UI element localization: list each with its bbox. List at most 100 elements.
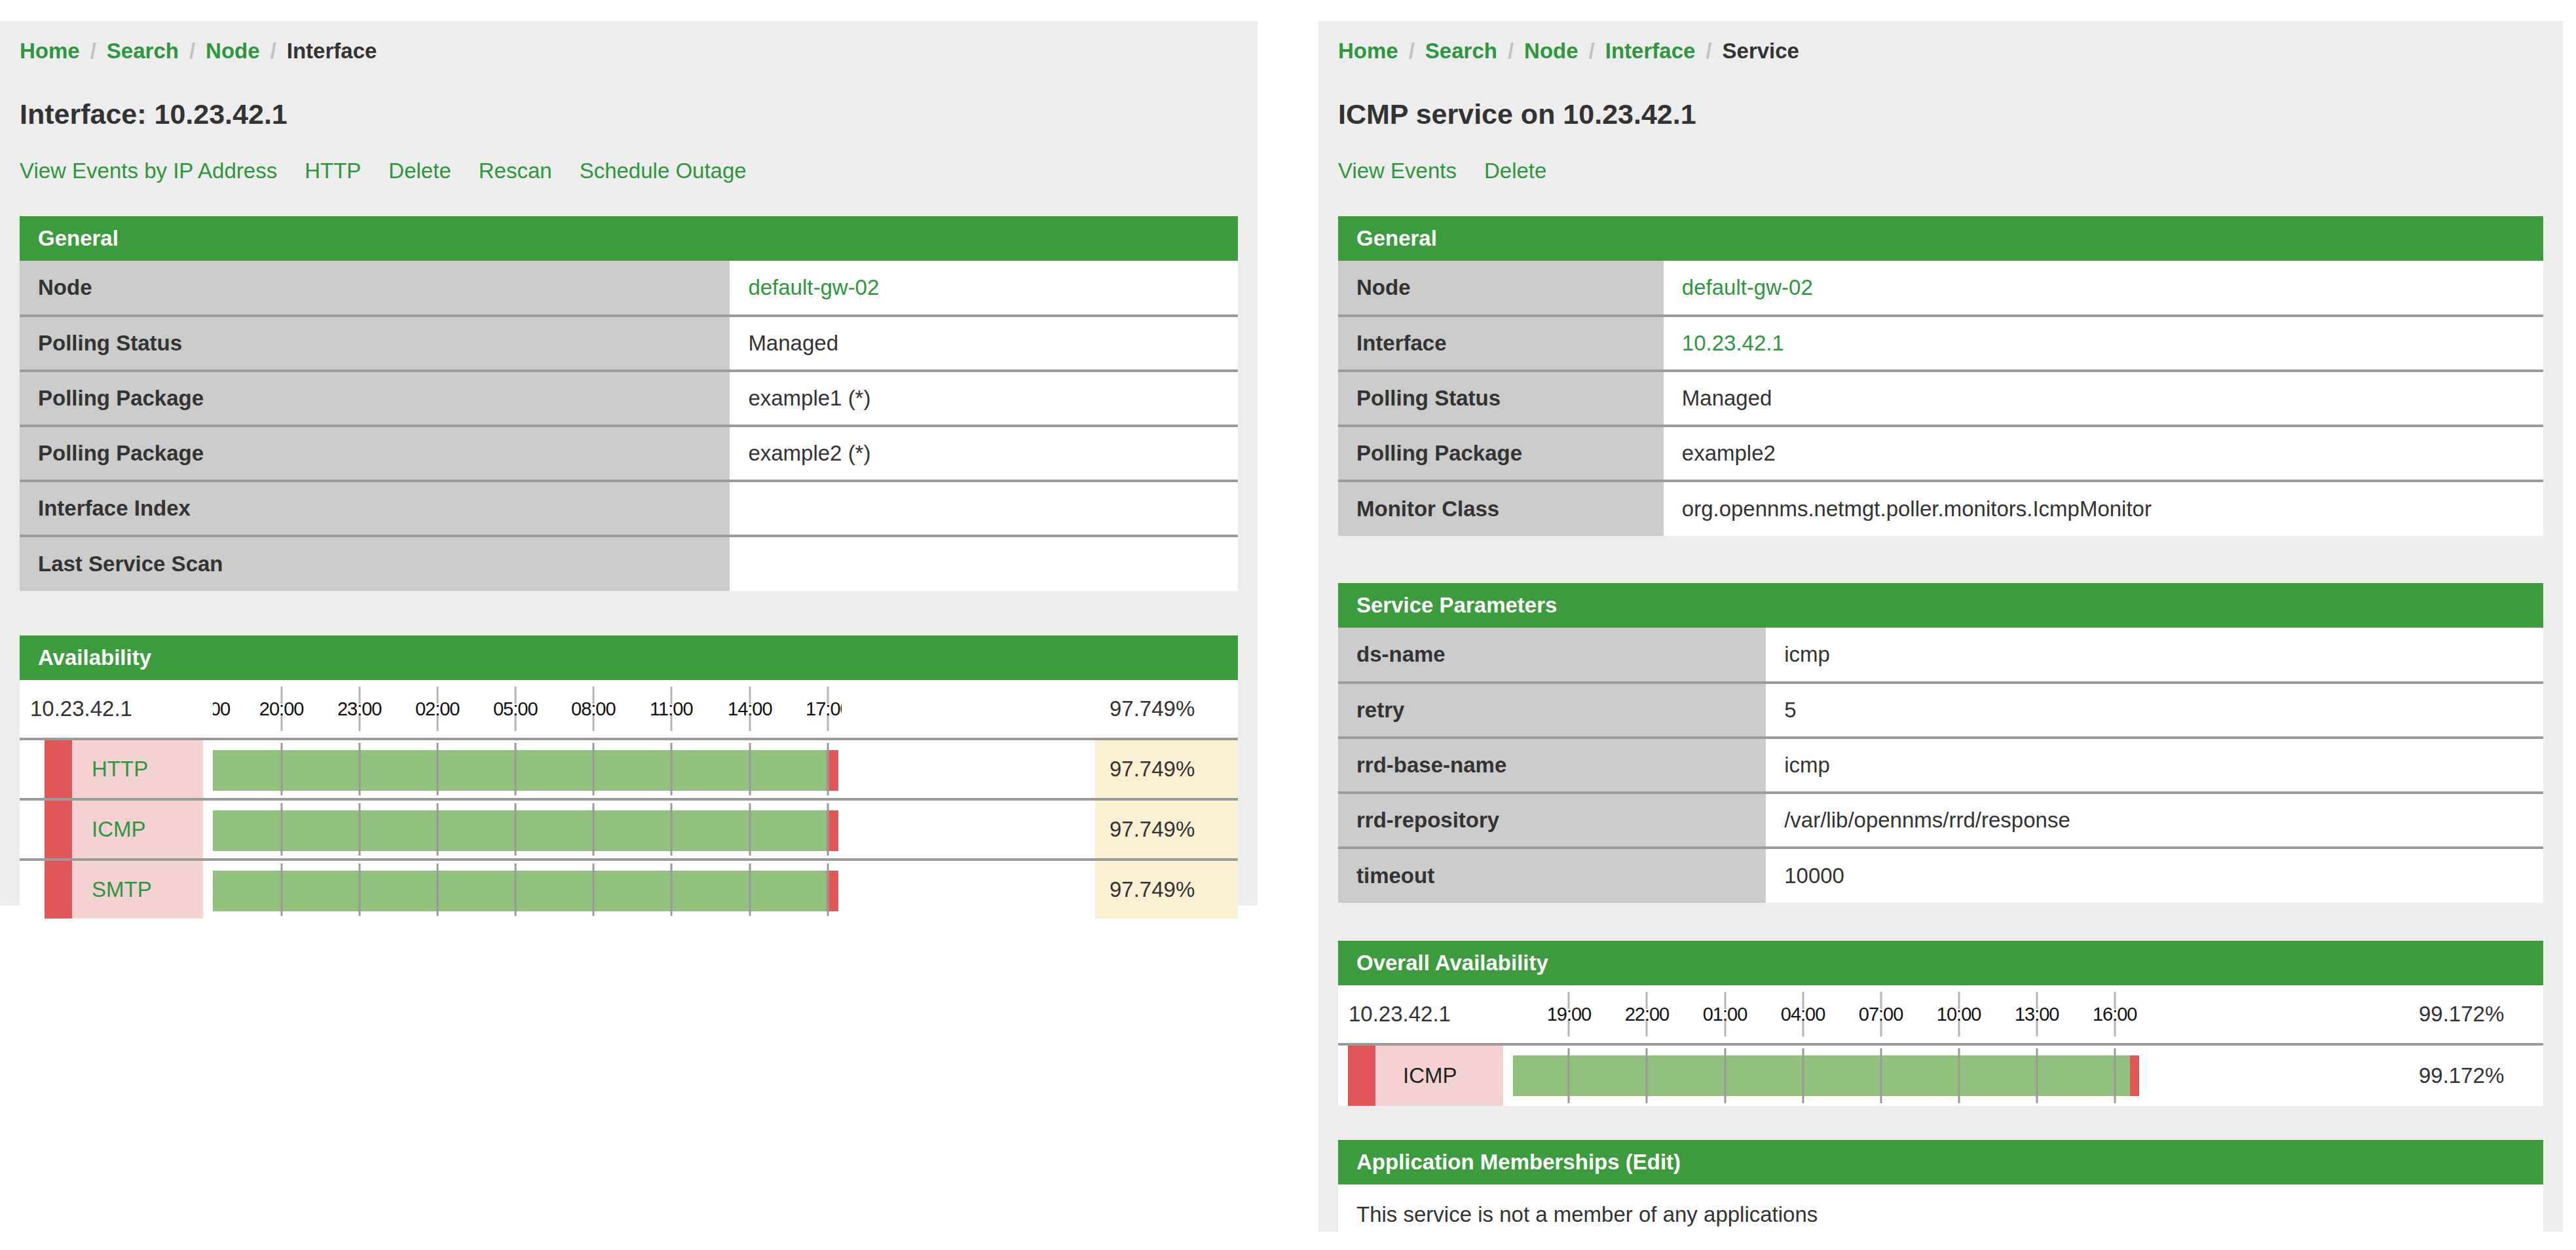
breadcrumb-node[interactable]: Node xyxy=(206,39,260,64)
breadcrumb-interface[interactable]: Interface xyxy=(1605,39,1696,64)
delete-link[interactable]: Delete xyxy=(1484,159,1546,185)
general-panel-heading: General xyxy=(20,216,1238,261)
row-value: org.opennms.netmgt.poller.monitors.IcmpM… xyxy=(1664,481,2543,536)
row-label: Interface Index xyxy=(20,481,730,536)
availability-bar xyxy=(213,810,838,851)
action-links: View Events by IP Address HTTP Delete Re… xyxy=(20,159,1238,185)
table-row: Polling Package example2 (*) xyxy=(20,426,1238,481)
interface-link[interactable]: 10.23.42.1 xyxy=(1682,331,1784,355)
availability-time-axis: 17:0020:0023:0002:0005:0008:0011:0014:00… xyxy=(213,680,842,738)
availability-bar xyxy=(213,871,838,911)
row-value: Managed xyxy=(1664,371,2543,426)
breadcrumb-home[interactable]: Home xyxy=(1338,39,1398,64)
breadcrumb-current-interface: Interface xyxy=(287,39,377,64)
page-title: ICMP service on 10.23.42.1 xyxy=(1338,98,2543,132)
breadcrumb-separator: / xyxy=(189,39,195,64)
schedule-outage-link[interactable]: Schedule Outage xyxy=(580,159,747,185)
general-panel-heading: General xyxy=(1338,216,2543,261)
availability-header-row: 10.23.42.1 17:0020:0023:0002:0005:0008:0… xyxy=(20,680,1238,738)
http-link[interactable]: HTTP xyxy=(305,159,361,185)
service-page-panel: Home / Search / Node / Interface / Servi… xyxy=(1318,21,2563,1232)
row-value: example2 xyxy=(1664,426,2543,481)
row-value xyxy=(730,481,1238,536)
availability-bar-chart xyxy=(1513,1046,2142,1106)
application-memberships-heading: Application Memberships (Edit) xyxy=(1338,1140,2543,1184)
breadcrumb-separator: / xyxy=(271,39,276,64)
row-value xyxy=(730,536,1238,591)
outage-indicator-stripe xyxy=(45,801,72,858)
row-label: Node xyxy=(1338,261,1664,316)
service-link-smtp[interactable]: SMTP xyxy=(92,877,152,902)
breadcrumb-separator: / xyxy=(1589,39,1595,64)
table-row: retry 5 xyxy=(1338,683,2543,738)
general-table: Node default-gw-02 Interface 10.23.42.1 … xyxy=(1338,261,2543,536)
availability-time-axis: 19:0022:0001:0004:0007:0010:0013:0016:00 xyxy=(1513,985,2142,1043)
availability-service-row: SMTP 97.749% xyxy=(20,858,1238,919)
breadcrumb-search[interactable]: Search xyxy=(107,39,179,64)
service-percent: 97.749% xyxy=(1095,801,1238,858)
table-row: Polling Status Managed xyxy=(20,316,1238,371)
node-link[interactable]: default-gw-02 xyxy=(1682,275,1813,299)
breadcrumb-separator: / xyxy=(1409,39,1415,64)
service-link-http[interactable]: HTTP xyxy=(92,757,148,782)
breadcrumb: Home / Search / Node / Interface / Servi… xyxy=(1338,37,2543,66)
breadcrumb: Home / Search / Node / Interface xyxy=(20,37,1238,66)
availability-service-row: HTTP 97.749% xyxy=(20,738,1238,798)
general-panel: General Node default-gw-02 Polling Statu… xyxy=(20,216,1238,591)
delete-link[interactable]: Delete xyxy=(388,159,451,185)
view-events-by-ip-link[interactable]: View Events by IP Address xyxy=(20,159,277,185)
node-link[interactable]: default-gw-02 xyxy=(748,275,879,299)
breadcrumb-separator: / xyxy=(90,39,96,64)
interface-page-panel: Home / Search / Node / Interface Interfa… xyxy=(0,21,1258,905)
row-value: example1 (*) xyxy=(730,371,1238,426)
availability-header-row: 10.23.42.1 19:0022:0001:0004:0007:0010:0… xyxy=(1338,985,2543,1043)
rescan-link[interactable]: Rescan xyxy=(479,159,552,185)
table-row: timeout 10000 xyxy=(1338,848,2543,903)
availability-overall-percent: 99.172% xyxy=(2386,985,2543,1043)
table-row: ds-name icmp xyxy=(1338,628,2543,683)
table-row: rrd-repository /var/lib/opennms/rrd/resp… xyxy=(1338,793,2543,848)
page-title: Interface: 10.23.42.1 xyxy=(20,98,1238,132)
availability-bar-chart xyxy=(213,801,842,858)
table-row: Node default-gw-02 xyxy=(20,261,1238,316)
row-label: Polling Package xyxy=(20,426,730,481)
service-parameters-heading: Service Parameters xyxy=(1338,583,2543,628)
breadcrumb-separator: / xyxy=(1706,39,1711,64)
row-label: timeout xyxy=(1338,848,1766,903)
service-percent: 97.749% xyxy=(1095,740,1238,798)
breadcrumb-home[interactable]: Home xyxy=(20,39,80,64)
availability-bar-chart xyxy=(213,740,842,798)
overall-availability-panel: Overall Availability 10.23.42.1 19:0022:… xyxy=(1338,941,2543,1106)
view-events-link[interactable]: View Events xyxy=(1338,159,1457,185)
row-label: rrd-repository xyxy=(1338,793,1766,848)
outage-indicator-stripe xyxy=(45,740,72,798)
general-panel: General Node default-gw-02 Interface 10.… xyxy=(1338,216,2543,536)
table-row: Interface 10.23.42.1 xyxy=(1338,316,2543,371)
availability-overall-percent: 97.749% xyxy=(1095,680,1238,738)
availability-bar xyxy=(1513,1055,2139,1096)
ip-address-label: 10.23.42.1 xyxy=(20,680,203,738)
row-label: Monitor Class xyxy=(1338,481,1664,536)
breadcrumb-current-service: Service xyxy=(1723,39,1799,64)
table-row: Polling Package example1 (*) xyxy=(20,371,1238,426)
breadcrumb-node[interactable]: Node xyxy=(1524,39,1578,64)
outage-indicator-stripe xyxy=(45,861,72,919)
overall-availability-heading: Overall Availability xyxy=(1338,941,2543,985)
edit-link[interactable]: (Edit) xyxy=(1626,1150,1681,1174)
table-row: rrd-base-name icmp xyxy=(1338,738,2543,793)
availability-service-row: ICMP 97.749% xyxy=(20,798,1238,858)
row-label: Polling Package xyxy=(1338,426,1664,481)
table-row: Monitor Class org.opennms.netmgt.poller.… xyxy=(1338,481,2543,536)
service-parameters-table: ds-name icmp retry 5 rrd-base-name icmp … xyxy=(1338,628,2543,903)
availability-service-row: ICMP 99.172% xyxy=(1338,1043,2543,1106)
breadcrumb-search[interactable]: Search xyxy=(1425,39,1497,64)
row-value: Managed xyxy=(730,316,1238,371)
row-value: example2 (*) xyxy=(730,426,1238,481)
row-label: Node xyxy=(20,261,730,316)
application-memberships-body: This service is not a member of any appl… xyxy=(1338,1184,2543,1245)
availability-bar-chart xyxy=(213,861,842,919)
table-row: Polling Status Managed xyxy=(1338,371,2543,426)
ip-address-label: 10.23.42.1 xyxy=(1338,985,1503,1043)
service-link-icmp[interactable]: ICMP xyxy=(92,817,146,842)
breadcrumb-separator: / xyxy=(1508,39,1514,64)
